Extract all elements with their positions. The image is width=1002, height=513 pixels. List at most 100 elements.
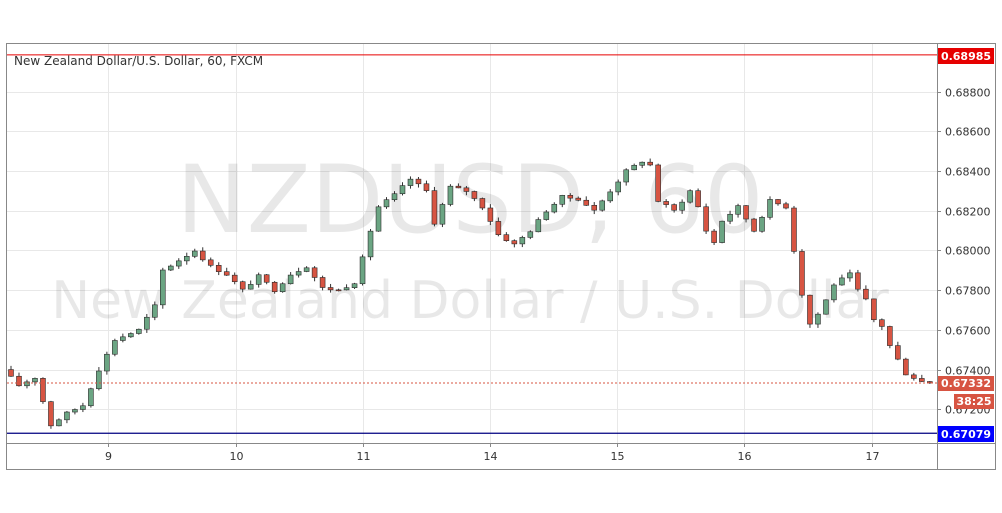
candle-body: [160, 269, 166, 306]
candle-body: [703, 206, 709, 232]
candle-body: [527, 231, 534, 238]
candle-body: [16, 375, 22, 387]
x-tick-label: 16: [738, 450, 752, 463]
candle-body: [271, 281, 278, 293]
candle-body: [431, 190, 438, 225]
candle-body: [639, 161, 645, 166]
candle-body: [191, 250, 198, 257]
candle-body: [599, 200, 606, 211]
y-tick-label: 0.67600: [945, 325, 991, 338]
candle-body: [911, 374, 917, 379]
candle-body: [112, 340, 118, 355]
candle-body: [215, 265, 222, 272]
candle-body: [575, 197, 582, 201]
candle-body: [199, 250, 206, 261]
x-tick-label: 17: [866, 450, 880, 463]
price-axis[interactable]: 0.672000.674000.676000.678000.680000.682…: [937, 87, 991, 417]
y-tick-label: 0.68000: [945, 245, 991, 258]
candle-body: [727, 213, 733, 222]
support-tag-bg: [938, 426, 994, 442]
candle-body: [495, 221, 502, 235]
price-tags: 0.68985 0.67332 38:25 0.67079: [938, 48, 994, 442]
candle-body: [40, 378, 46, 402]
candle-body: [623, 169, 629, 183]
candle-body: [343, 287, 350, 291]
candle-body: [679, 201, 685, 211]
candle-body: [447, 185, 454, 205]
candle-body: [423, 183, 430, 191]
last-price-tag: 0.67332: [941, 377, 991, 390]
candle-body: [479, 198, 486, 209]
candle-body: [871, 298, 877, 321]
candle-body: [287, 274, 294, 285]
candle-body: [311, 267, 318, 278]
candle-body: [631, 164, 637, 171]
x-tick-label: 11: [357, 450, 371, 463]
last-price-tag-bg: [938, 376, 994, 391]
y-tick-label: 0.68400: [945, 166, 991, 179]
time-axis[interactable]: 9 10 11 14 15 16 17: [105, 443, 880, 463]
candle-body: [223, 271, 230, 276]
candle-body: [519, 237, 526, 245]
x-tick-label: 15: [611, 450, 625, 463]
grid: [7, 44, 937, 443]
candle-body: [176, 260, 182, 267]
candle-body: [743, 205, 749, 220]
candle-body: [695, 190, 701, 208]
candle-body: [327, 287, 334, 291]
candle-body: [551, 203, 558, 213]
candle-body: [815, 313, 821, 325]
candle-body: [759, 216, 765, 232]
candle-body: [855, 272, 861, 290]
candle-body: [407, 178, 414, 186]
watermark-description: New Zealand Dollar / U.S. Dollar: [51, 271, 889, 331]
candle-body: [136, 328, 142, 334]
candle-body: [391, 193, 398, 201]
candle-body: [56, 419, 62, 427]
resistance-tag: 0.68985: [941, 50, 991, 63]
candle-body: [591, 204, 598, 211]
plot-frame: [6, 43, 996, 470]
candle-body: [791, 207, 797, 252]
candle-body: [80, 405, 86, 410]
candle-body: [799, 251, 805, 296]
candle-body: [383, 199, 390, 208]
countdown-tag: 38:25: [956, 395, 991, 408]
candle-body: [88, 388, 94, 407]
candle-body: [351, 283, 358, 288]
candle-body: [24, 381, 30, 387]
candle-body: [8, 369, 14, 377]
candle-body: [615, 181, 621, 193]
candle-body: [463, 187, 470, 192]
chart-title: New Zealand Dollar/U.S. Dollar, 60, FXCM: [14, 54, 263, 68]
candle-body: [415, 178, 422, 185]
y-tick-label: 0.68600: [945, 126, 991, 139]
candle-body: [152, 304, 158, 318]
candle-body: [72, 409, 78, 413]
y-tick-label: 0.67800: [945, 285, 991, 298]
y-tick-label: 0.68800: [945, 87, 991, 100]
candle-body: [767, 199, 773, 218]
candle-body: [359, 256, 366, 285]
candle-body: [96, 370, 102, 390]
candle-body: [183, 256, 190, 262]
candle-body: [104, 353, 110, 372]
candle-body: [895, 345, 901, 360]
candle-body: [239, 281, 246, 290]
candle-body: [247, 284, 254, 290]
candle-body: [687, 190, 693, 203]
candle-body: [847, 272, 853, 279]
candle-body: [663, 201, 669, 205]
watermark: NZDUSD, 60 New Zealand Dollar / U.S. Dol…: [51, 146, 889, 331]
countdown-tag-bg: [954, 394, 994, 409]
y-tick-label: 0.68200: [945, 206, 991, 219]
candle-body: [207, 259, 214, 266]
candle-body: [168, 265, 174, 271]
x-tick-label: 9: [105, 450, 112, 463]
candle-body: [32, 378, 38, 383]
candle-body: [303, 267, 310, 272]
candle-body: [839, 277, 845, 286]
candle-body: [367, 230, 374, 258]
